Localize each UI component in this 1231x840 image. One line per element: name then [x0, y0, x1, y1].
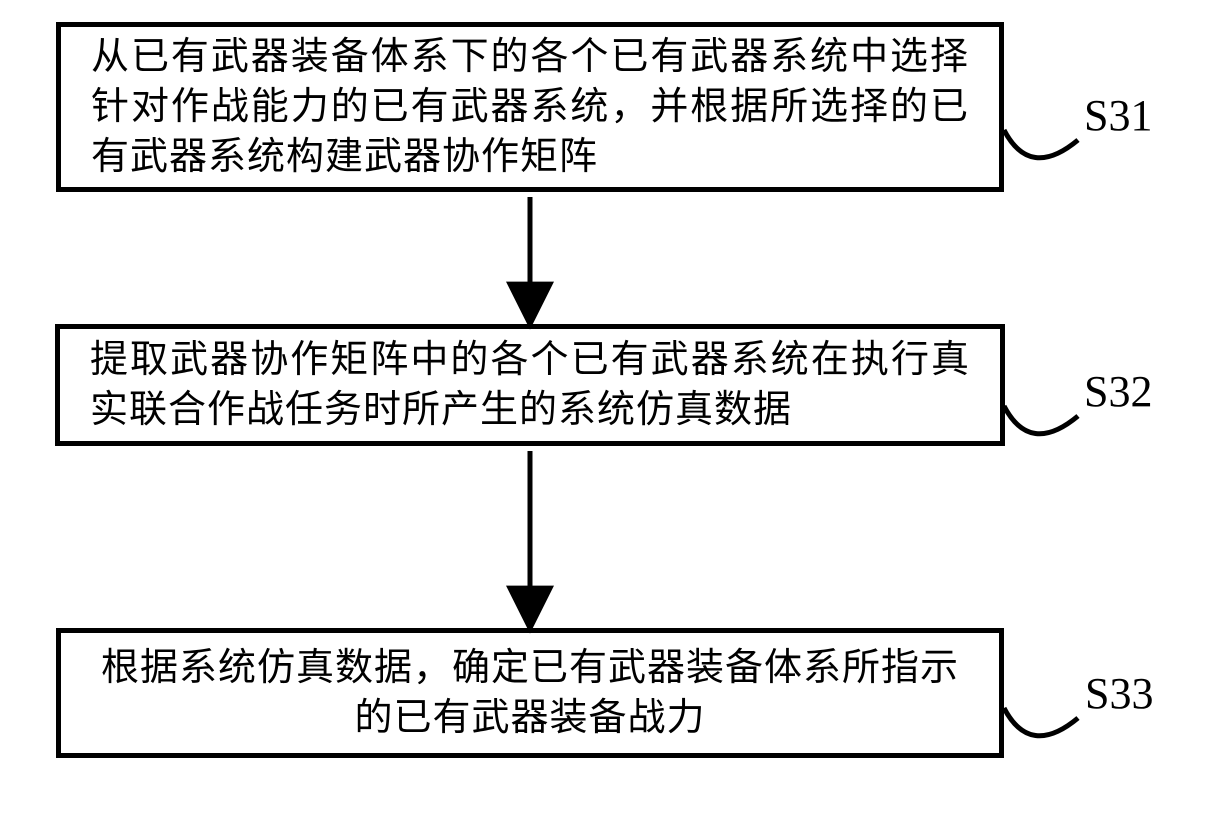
- flow-node-s32: 提取武器协作矩阵中的各个已有武器系统在执行真实联合作战任务时所产生的系统仿真数据: [55, 324, 1005, 446]
- label-arc-label-s33: [1004, 708, 1078, 736]
- label-s31: S31: [1084, 90, 1152, 141]
- label-arc-label-s32: [1004, 406, 1078, 434]
- flow-node-s31: 从已有武器装备体系下的各个已有武器系统中选择针对作战能力的已有武器系统，并根据所…: [56, 22, 1004, 192]
- flowchart-canvas: 从已有武器装备体系下的各个已有武器系统中选择针对作战能力的已有武器系统，并根据所…: [0, 0, 1231, 840]
- flow-node-text: 提取武器协作矩阵中的各个已有武器系统在执行真实联合作战任务时所产生的系统仿真数据: [90, 335, 970, 435]
- label-arc-label-s31: [1004, 130, 1078, 158]
- flow-node-text: 从已有武器装备体系下的各个已有武器系统中选择针对作战能力的已有武器系统，并根据所…: [91, 32, 969, 182]
- flow-node-s33: 根据系统仿真数据，确定已有武器装备体系所指示的已有武器装备战力: [56, 628, 1004, 758]
- label-s33: S33: [1085, 668, 1153, 719]
- label-s32: S32: [1084, 366, 1152, 417]
- flow-node-text: 根据系统仿真数据，确定已有武器装备体系所指示的已有武器装备战力: [91, 643, 969, 743]
